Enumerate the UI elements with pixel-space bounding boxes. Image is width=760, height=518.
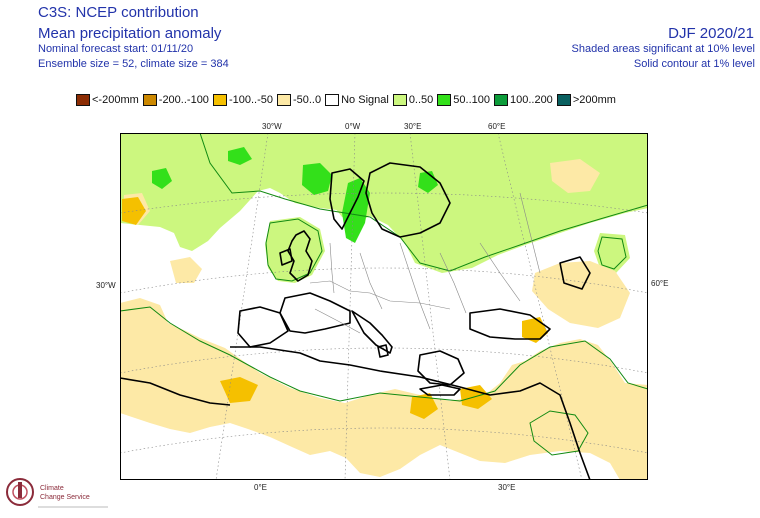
map-frame bbox=[120, 133, 648, 480]
legend-swatch bbox=[76, 94, 90, 106]
graticule bbox=[120, 133, 648, 480]
title: C3S: NCEP contribution bbox=[38, 4, 199, 21]
negative-anomaly-moderate bbox=[122, 197, 548, 419]
contour-note: Solid contour at 1% level bbox=[633, 58, 755, 70]
legend-swatch bbox=[325, 94, 340, 106]
legend-swatch bbox=[276, 94, 291, 106]
legend-label: -200..-100 bbox=[158, 94, 209, 106]
legend-item: -200..-100 bbox=[142, 94, 209, 106]
coastlines bbox=[120, 162, 591, 480]
logo-line2: Change Service bbox=[40, 494, 90, 501]
legend-item: -100..-50 bbox=[212, 94, 273, 106]
country-borders bbox=[309, 192, 541, 334]
legend-item: 0..50 bbox=[392, 94, 434, 106]
axis-label-right: 60°E bbox=[651, 279, 669, 288]
subtitle: Mean precipitation anomaly bbox=[38, 25, 222, 42]
axis-label-top-30w: 30°W bbox=[262, 122, 282, 131]
axis-label-bottom-30e: 30°E bbox=[498, 483, 516, 492]
legend-item: 100..200 bbox=[493, 94, 553, 106]
logo-line1: Climate bbox=[40, 485, 64, 492]
legend-label: <-200mm bbox=[92, 94, 139, 106]
axis-label-top-30e: 30°E bbox=[404, 122, 422, 131]
axis-label-top-0w: 0°W bbox=[345, 122, 361, 131]
legend-swatch bbox=[142, 94, 157, 106]
legend-item: <-200mm bbox=[76, 94, 139, 106]
logo-ring-icon bbox=[6, 478, 34, 506]
legend-swatch bbox=[392, 94, 407, 106]
legend-item: -50..0 bbox=[276, 94, 322, 106]
legend-label: 50..100 bbox=[453, 94, 490, 106]
legend-label: >200mm bbox=[572, 94, 616, 106]
ensemble-size: Ensemble size = 52, climate size = 384 bbox=[38, 58, 229, 70]
axis-label-left: 30°W bbox=[96, 281, 116, 290]
legend-label: 0..50 bbox=[408, 94, 434, 106]
legend-swatch bbox=[493, 94, 508, 106]
legend-label: 100..200 bbox=[509, 94, 553, 106]
forecast-start: Nominal forecast start: 01/11/20 bbox=[38, 43, 194, 55]
legend-item: 50..100 bbox=[437, 94, 490, 106]
legend-item: >200mm bbox=[556, 94, 616, 106]
axis-label-bottom-0e: 0°E bbox=[254, 483, 267, 492]
legend-label: -50..0 bbox=[292, 94, 322, 106]
legend: <-200mm -200..-100 -100..-50 -50..0 No Signa… bbox=[76, 93, 620, 107]
legend-swatch bbox=[556, 94, 571, 106]
legend-label: No Signal bbox=[341, 94, 389, 106]
legend-swatch bbox=[437, 94, 452, 106]
legend-item: No Signal bbox=[325, 94, 389, 106]
precipitation-map bbox=[120, 133, 648, 480]
shaded-note: Shaded areas significant at 10% level bbox=[571, 43, 755, 55]
positive-anomaly-medium bbox=[152, 147, 438, 243]
axis-label-top-60e: 60°E bbox=[488, 122, 506, 131]
legend-label: -100..-50 bbox=[228, 94, 273, 106]
legend-swatch bbox=[212, 94, 227, 106]
copernicus-logo: Climate Change Service bbox=[6, 478, 108, 508]
season-label: DJF 2020/21 bbox=[668, 25, 754, 42]
